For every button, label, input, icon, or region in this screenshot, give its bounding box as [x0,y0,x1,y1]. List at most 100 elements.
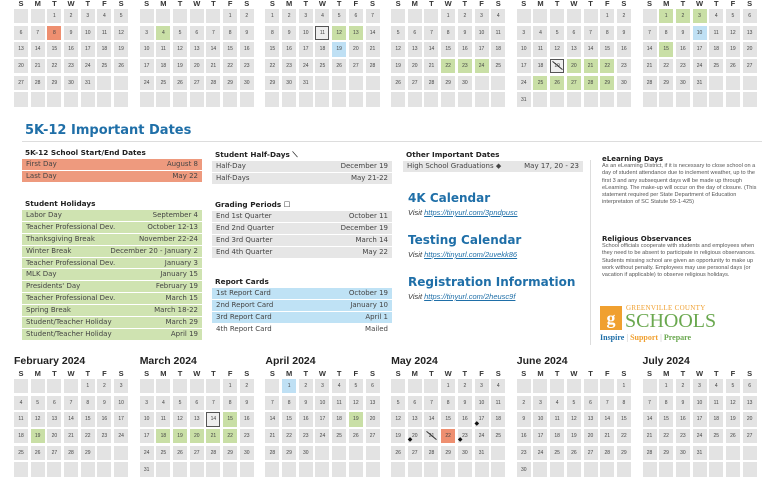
day-cell [14,462,28,477]
weekday-label: T [336,369,342,378]
weekday-label: M [34,0,41,8]
day-cell: 3 [474,9,489,24]
day-cell: 18 [315,42,330,57]
day-cell: 2 [675,9,690,24]
weekday-label: S [244,0,250,8]
day-cell: 2 [675,379,690,394]
day-cell: 10 [474,25,489,40]
other-dates-table: Other Important Dates High School Graduat… [403,149,583,173]
day-cell: 15 [80,412,95,427]
day-cell [173,462,188,477]
day-cell: 24 [692,429,707,444]
day-cell: 5 [332,9,347,24]
day-cell [239,92,254,107]
day-cell [332,445,347,460]
day-cell [64,92,79,107]
month-calendar: June 2024 S M T W T F S 1 2 3 4 5 6 7 8 9 10 11 12 13 14 15 16 1… [516,355,633,477]
day-cell [391,379,406,394]
day-cell [30,92,45,107]
day-cell: 18 [491,412,506,427]
day-cell: 1 [223,379,238,394]
day-cell [332,92,347,107]
row-label: High School Graduations ◆ [407,162,502,170]
day-cell: 10 [80,25,95,40]
registration-visit: Visit https://tinyurl.com/2heusc9f [408,292,515,301]
day-cell: 12 [550,42,565,57]
day-cell: 17 [474,42,489,57]
visit-label: Visit [408,208,423,217]
weekday-label: M [285,0,293,8]
day-cell: 7 [64,395,79,410]
day-cell: 24 [474,429,489,444]
registration-link[interactable]: https://tinyurl.com/2heusc9f [424,292,516,301]
day-cell: 21 [642,59,657,74]
day-cell: 15 [223,42,238,57]
day-cell: 25 [491,59,506,74]
day-cell [14,379,28,394]
weekday-label: T [554,369,560,378]
logo-mark-icon: g [600,306,622,330]
table-heading: Student Holidays [25,199,96,208]
day-cell: 7 [642,395,657,410]
row-date: May 17, 20 - 23 [524,162,579,170]
weekday-label: S [646,0,652,8]
table-row: Half-Day December 19 [212,161,392,173]
day-cell: 21 [206,429,221,444]
4k-calendar-link[interactable]: https://tinyurl.com/3pndpusc [424,208,518,217]
month-calendar: S M T W T F S 1 2 3 4 5 6 7 8 9 10 11 12 13 14 15 16 17 18 19 20 21… [391,0,507,107]
day-cell: 17 [114,412,129,427]
day-cell: 22 [659,429,674,444]
day-cell: 26 [348,429,363,444]
divider [22,141,762,142]
day-cell: 5 [391,395,406,410]
table-row: Presidents' Day February 19 [22,281,202,294]
day-cell: 28 [30,75,45,90]
day-cell: 8 [223,395,238,410]
table-row: First Day August 8 [22,159,202,171]
row-date: December 19 [340,162,388,170]
day-cell [139,9,154,24]
day-cell [14,9,28,24]
day-cell: 19 [550,59,565,74]
day-cell: 26 [725,59,740,74]
day-cell: 11 [550,412,565,427]
day-cell [156,379,171,394]
logo-line2: SCHOOLS [625,310,717,332]
day-cell [97,445,112,460]
day-grid: 1234567891011121314151617181920212223242… [391,379,507,477]
month-title: April 2024 [265,355,316,367]
weekday-label: T [177,369,183,378]
day-cell: 5 [114,9,129,24]
day-cell: 9 [282,25,297,40]
day-cell [282,462,297,477]
day-cell: 31 [474,445,489,460]
weekday-label: T [429,369,434,378]
religious-title: Religious Observances [602,235,692,243]
day-cell: 22 [600,59,615,74]
day-cell [692,462,707,477]
weekday-label: W [67,0,75,8]
day-cell: 13 [47,412,62,427]
day-cell: 26 [566,445,581,460]
day-cell: 29 [616,445,631,460]
day-cell: 17 [692,412,707,427]
day-cell: 22 [282,429,297,444]
day-cell [533,462,548,477]
tag-support: Support [630,333,659,342]
table-row: End 3rd Quarter March 14 [212,234,392,247]
day-cell: 12 [391,412,406,427]
day-cell: 2 [616,9,631,24]
day-cell: 7 [600,395,615,410]
weekday-label: T [52,0,57,8]
weekday-label: F [102,369,107,378]
day-cell: 18 [550,429,565,444]
row-label: 1st Report Card [216,289,271,297]
day-cell: 4 [533,25,548,40]
testing-calendar-link[interactable]: https://tinyurl.com/2uvekk86 [424,250,518,259]
day-cell: 22 [47,59,62,74]
day-cell [173,9,188,24]
day-cell [491,75,506,90]
day-cell: 15 [441,42,456,57]
